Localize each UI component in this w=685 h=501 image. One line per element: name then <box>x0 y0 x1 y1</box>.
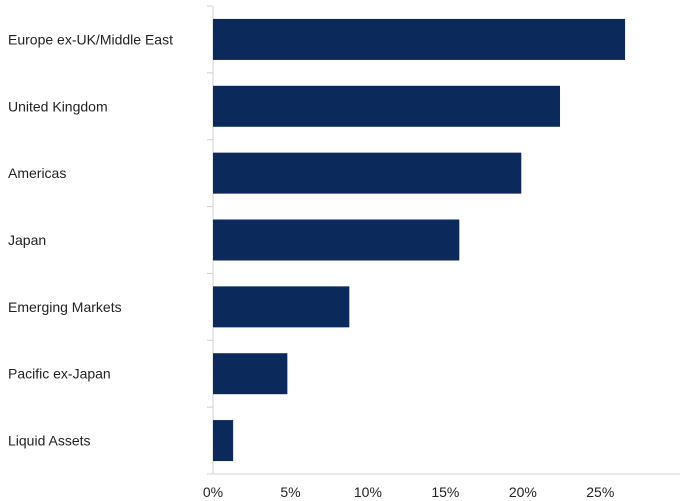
category-label: Europe ex-UK/Middle East <box>8 31 173 47</box>
bar <box>213 420 234 462</box>
x-tick-labels: 0% 5% 10% 15% 20% 25% <box>203 484 614 500</box>
category-label: United Kingdom <box>8 98 108 114</box>
chart-bars <box>213 18 626 462</box>
x-tick-label: 25% <box>586 484 614 500</box>
x-tick-label: 15% <box>431 484 459 500</box>
category-labels: Europe ex-UK/Middle East United Kingdom Am… <box>8 31 173 448</box>
bar <box>213 18 626 60</box>
category-label: Emerging Markets <box>8 299 122 315</box>
bar <box>213 286 350 328</box>
x-tick-label: 5% <box>280 484 300 500</box>
category-label: Pacific ex-Japan <box>8 366 111 382</box>
bar <box>213 219 460 261</box>
bar <box>213 85 561 127</box>
category-label: Liquid Assets <box>8 433 91 449</box>
x-tick-label: 0% <box>203 484 223 500</box>
x-tick-label: 10% <box>354 484 382 500</box>
category-label: Americas <box>8 165 66 181</box>
x-tick-label: 20% <box>509 484 537 500</box>
bar <box>213 152 522 194</box>
bar <box>213 353 288 395</box>
category-label: Japan <box>8 232 46 248</box>
